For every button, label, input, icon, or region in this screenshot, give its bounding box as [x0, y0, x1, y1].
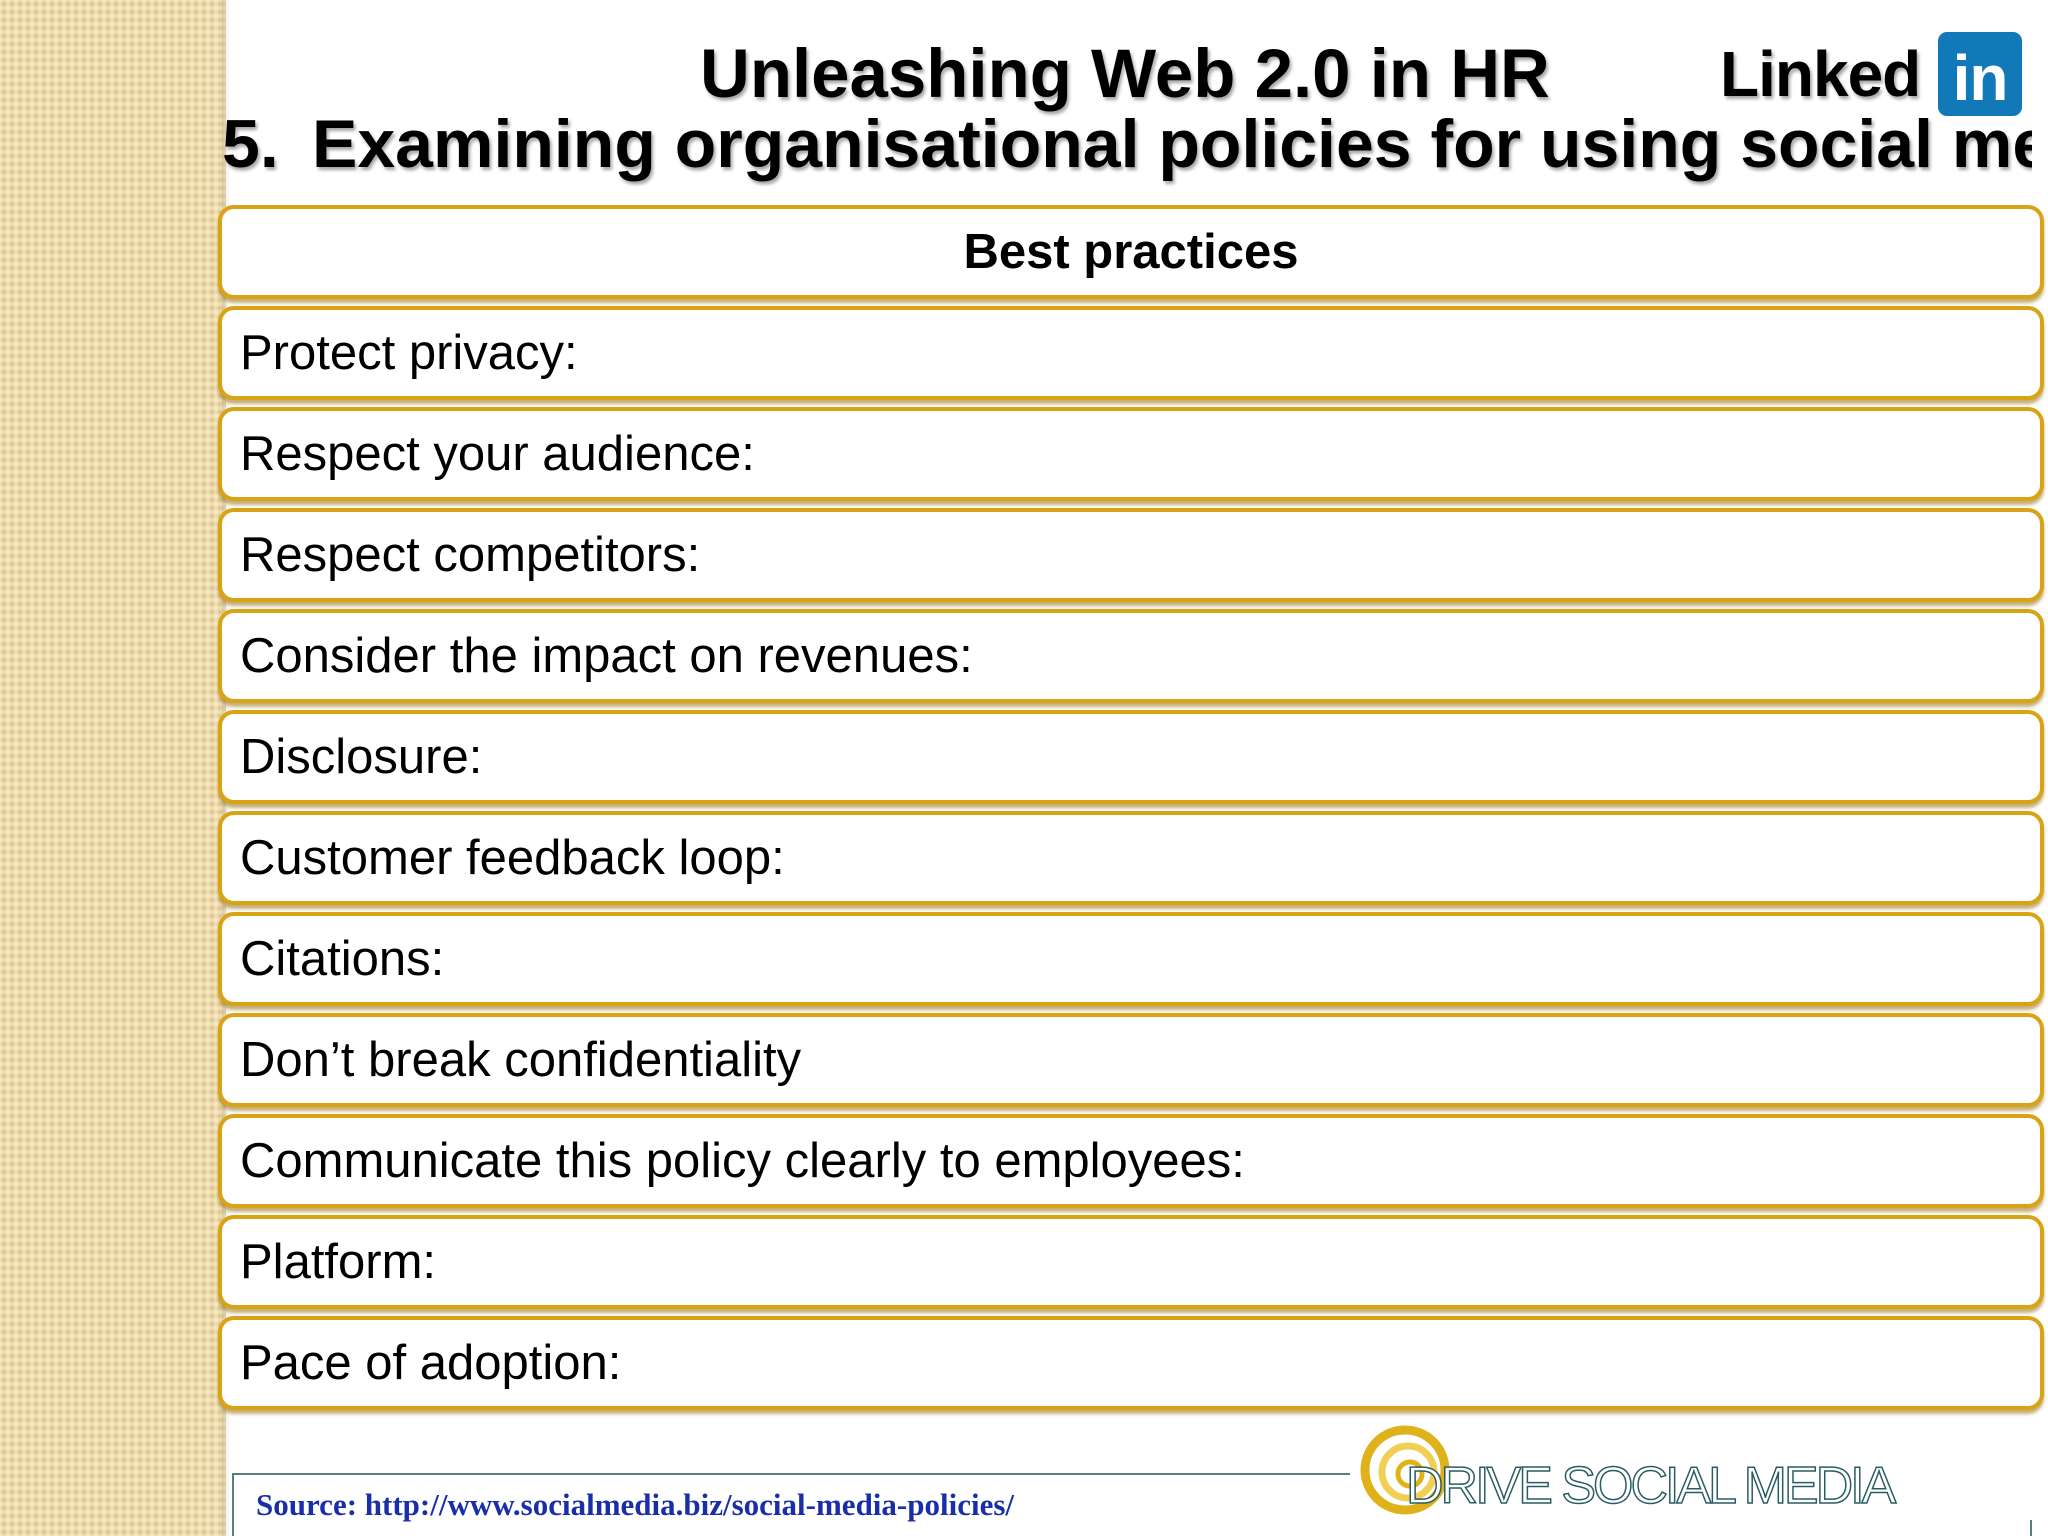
- slide-title: Unleashing Web 2.0 in HR: [700, 35, 1550, 112]
- subtitle-text: Examining organisational policies for us…: [312, 106, 2032, 182]
- table-row: Communicate this policy clearly to emplo…: [218, 1114, 2044, 1208]
- subtitle-number: 5.: [222, 106, 279, 182]
- best-practices-table: Best practices Protect privacy: Respect …: [218, 205, 2044, 1417]
- drive-logo-text: DRIVE SOCIAL MEDIA: [1405, 1456, 1897, 1516]
- linkedin-logo: Linked in: [1720, 30, 2030, 120]
- table-row: Don’t break confidentiality: [218, 1013, 2044, 1107]
- table-row: Respect competitors:: [218, 508, 2044, 602]
- linkedin-logo-badge: in: [1938, 32, 2022, 116]
- source-link[interactable]: Source: http://www.socialmedia.biz/socia…: [256, 1487, 1015, 1522]
- table-row: Protect privacy:: [218, 306, 2044, 400]
- linkedin-logo-word: Linked: [1720, 38, 1921, 110]
- table-row: Respect your audience:: [218, 407, 2044, 501]
- drive-social-media-logo: DRIVE SOCIAL MEDIA: [1350, 1420, 2040, 1520]
- table-header: Best practices: [218, 205, 2044, 299]
- drive-swirl-icon: [1360, 1425, 1450, 1515]
- table-row: Citations:: [218, 912, 2044, 1006]
- table-row: Customer feedback loop:: [218, 811, 2044, 905]
- table-row: Platform:: [218, 1215, 2044, 1309]
- table-row: Pace of adoption:: [218, 1316, 2044, 1410]
- decorative-side-strip: [0, 0, 226, 1536]
- slide-subtitle: 5. Examining organisational policies for …: [222, 104, 2032, 202]
- table-row: Consider the impact on revenues:: [218, 609, 2044, 703]
- table-row: Disclosure:: [218, 710, 2044, 804]
